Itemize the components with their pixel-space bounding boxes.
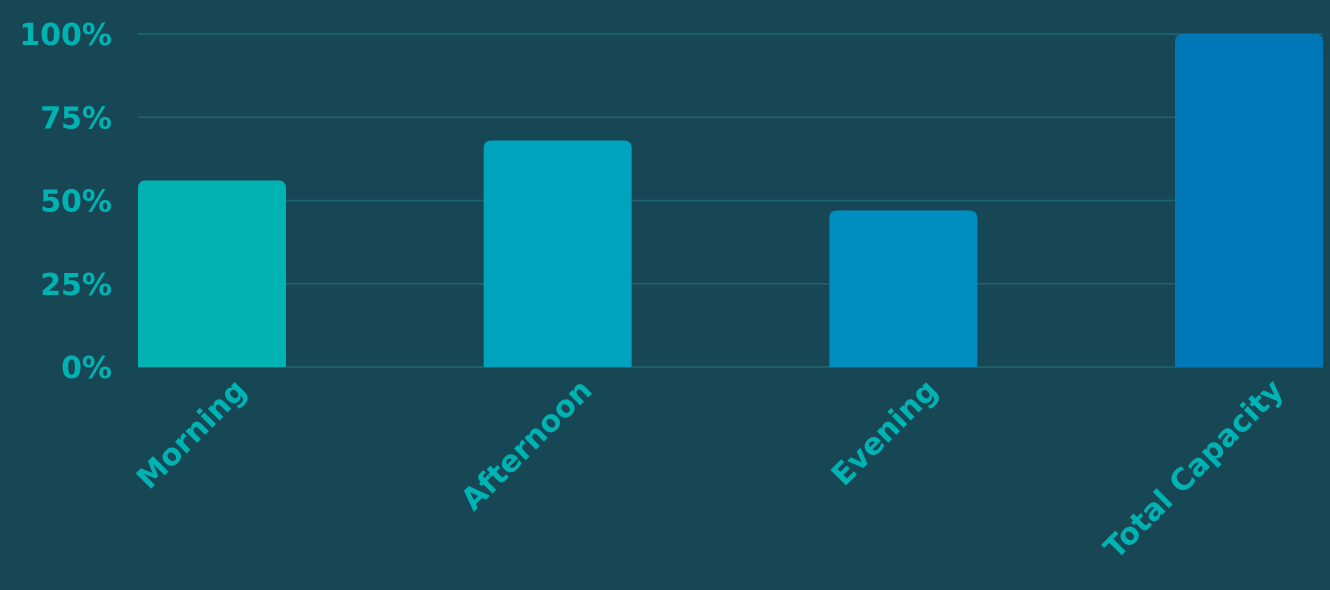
bar-morning	[138, 180, 286, 367]
bar-afternoon	[483, 140, 632, 367]
y-tick-label: 50%	[40, 185, 112, 220]
y-axis-ticks: 0% 25% 50% 75% 100%	[19, 18, 112, 386]
bar-evening	[829, 210, 978, 367]
gridlines	[138, 33, 1323, 368]
y-tick-label: 25%	[40, 268, 112, 303]
x-tick-label: Evening	[825, 373, 945, 493]
y-tick-label: 100%	[19, 18, 112, 53]
y-tick-label: 75%	[40, 101, 112, 136]
x-tick-label: Morning	[130, 373, 254, 497]
x-tick-label: Total Capacity	[1097, 373, 1291, 567]
y-tick-label: 0%	[61, 351, 112, 386]
x-tick-label: Afternoon	[455, 373, 600, 518]
bar-total-capacity	[1175, 34, 1323, 367]
bars	[138, 34, 1323, 367]
x-axis-ticks: Morning Afternoon Evening Total Capacity	[130, 373, 1291, 567]
